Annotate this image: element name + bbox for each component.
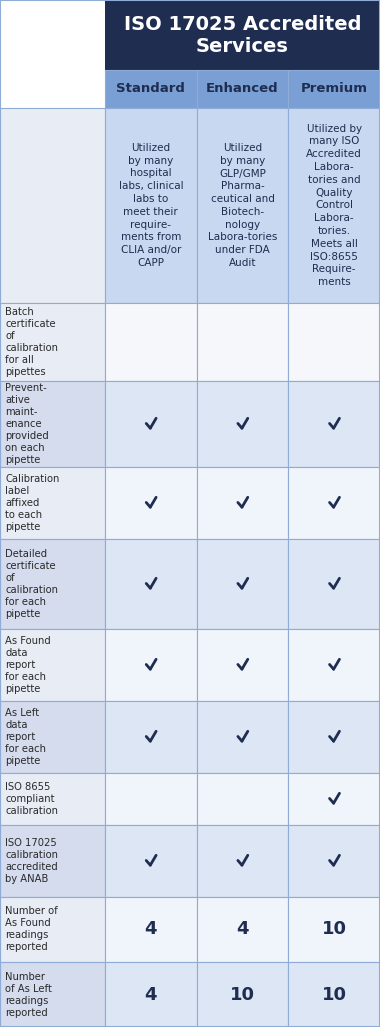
Text: 10: 10 — [321, 986, 347, 1003]
Text: Number
of As Left
readings
reported: Number of As Left readings reported — [5, 972, 52, 1018]
Text: Utilized by
many ISO
Accredited
Labora-
tories and
Quality
Control
Labora-
torie: Utilized by many ISO Accredited Labora- … — [306, 123, 362, 288]
Text: 4: 4 — [144, 986, 157, 1003]
Bar — [0, 773, 105, 825]
Bar — [288, 773, 380, 825]
Text: 10: 10 — [321, 920, 347, 939]
Bar — [105, 701, 197, 773]
Text: ISO 8655
compliant
calibration: ISO 8655 compliant calibration — [5, 782, 58, 816]
Text: ISO 17025 Accredited
Services: ISO 17025 Accredited Services — [124, 14, 361, 55]
Bar — [0, 825, 105, 897]
Bar — [197, 962, 288, 1027]
Text: 4: 4 — [236, 920, 249, 939]
Bar — [288, 108, 380, 303]
Bar — [197, 701, 288, 773]
Bar — [197, 108, 288, 303]
Bar — [288, 381, 380, 467]
Text: Utilized
by many
hospital
labs, clinical
labs to
meet their
require-
ments from
: Utilized by many hospital labs, clinical… — [119, 143, 183, 268]
Text: ISO 17025
calibration
accredited
by ANAB: ISO 17025 calibration accredited by ANAB — [5, 838, 58, 884]
Bar — [0, 303, 105, 381]
Bar — [105, 773, 197, 825]
Text: As Found
data
report
for each
pipette: As Found data report for each pipette — [5, 636, 51, 694]
Text: Calibration
label
affixed
to each
pipette: Calibration label affixed to each pipett… — [5, 474, 59, 532]
Text: As Left
data
report
for each
pipette: As Left data report for each pipette — [5, 708, 46, 766]
Bar — [288, 825, 380, 897]
Text: Standard: Standard — [116, 82, 185, 96]
Bar — [0, 467, 105, 539]
Bar — [288, 962, 380, 1027]
Bar — [197, 381, 288, 467]
Bar — [288, 539, 380, 629]
Bar — [0, 381, 105, 467]
Bar — [288, 70, 380, 108]
Bar — [197, 897, 288, 962]
Bar — [105, 108, 197, 303]
Bar — [288, 467, 380, 539]
Bar — [197, 629, 288, 701]
Bar — [288, 629, 380, 701]
Bar — [105, 70, 197, 108]
Bar — [197, 467, 288, 539]
Bar — [0, 108, 105, 303]
Bar — [197, 70, 288, 108]
Bar — [288, 701, 380, 773]
Text: Premium: Premium — [301, 82, 368, 96]
Text: Prevent-
ative
maint-
enance
provided
on each
pipette: Prevent- ative maint- enance provided on… — [5, 383, 49, 465]
Bar — [105, 962, 197, 1027]
Bar — [0, 962, 105, 1027]
Text: Number of
As Found
readings
reported: Number of As Found readings reported — [5, 907, 58, 952]
Bar — [0, 897, 105, 962]
Bar — [105, 825, 197, 897]
Bar — [0, 629, 105, 701]
Text: 4: 4 — [144, 920, 157, 939]
Bar — [105, 303, 197, 381]
Text: Batch
certificate
of
calibration
for all
pipettes: Batch certificate of calibration for all… — [5, 307, 58, 377]
Bar — [288, 897, 380, 962]
Text: Utilized
by many
GLP/GMP
Pharma-
ceutical and
Biotech-
nology
Labora-tories
unde: Utilized by many GLP/GMP Pharma- ceutica… — [208, 143, 277, 268]
Bar — [197, 773, 288, 825]
Bar — [105, 897, 197, 962]
Bar — [105, 381, 197, 467]
Bar — [105, 0, 380, 70]
Bar — [105, 629, 197, 701]
Bar — [0, 701, 105, 773]
Bar — [0, 539, 105, 629]
Text: Enhanced: Enhanced — [206, 82, 279, 96]
Text: 10: 10 — [230, 986, 255, 1003]
Bar — [105, 467, 197, 539]
Bar — [197, 539, 288, 629]
Bar — [105, 539, 197, 629]
Bar — [105, 0, 380, 70]
Bar — [197, 825, 288, 897]
Bar — [288, 303, 380, 381]
Bar — [197, 303, 288, 381]
Text: Detailed
certificate
of
calibration
for each
pipette: Detailed certificate of calibration for … — [5, 549, 58, 619]
